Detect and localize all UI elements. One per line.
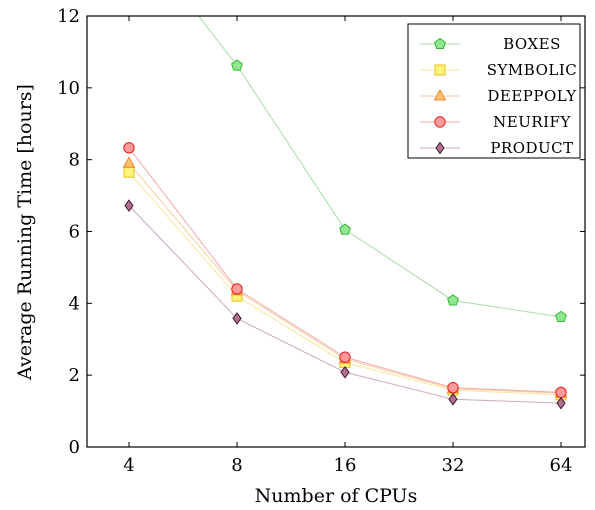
data-point-symbolic [123,166,135,178]
data-point-product [556,396,566,410]
data-point-boxes [555,310,567,323]
y-tick-label: 4 [69,293,80,314]
y-tick-label: 0 [69,437,80,458]
y-tick-label: 8 [69,150,80,171]
data-point-boxes [231,59,243,71]
legend-marker-product [435,141,445,155]
legend-marker-symbolic [434,64,446,76]
data-point-neurify [555,386,567,399]
data-point-neurify [339,351,351,363]
y-tick-label: 2 [69,365,80,386]
data-point-product [448,392,458,406]
data-point-boxes [447,294,459,306]
y-axis-label: Average Running Time [hours] [14,84,36,381]
legend-label-deeppoly: DEEPPOLY [487,87,577,105]
y-tick-label: 10 [57,78,80,99]
legend-marker-neurify [434,116,446,128]
x-tick-label: 32 [442,455,465,476]
data-point-product [340,365,350,379]
data-point-deeppoly [122,156,136,168]
legend-label-symbolic: SYMBOLIC [487,61,578,79]
legend-marker-boxes [434,37,446,50]
data-point-neurify [231,283,243,295]
axis-ticks: 0 2 4 6 8 10 12 4 8 16 32 64 [57,6,585,476]
x-axis-label: Number of CPUs [255,485,418,507]
legend-marker-deeppoly [433,88,447,101]
legend-label-product: PRODUCT [490,139,573,157]
legend: BOXES SYMBOLIC DEEPPOLY NEURIFY PRODUCT [407,23,581,159]
data-point-product [232,312,242,325]
series-markers [122,59,568,410]
data-point-product [124,199,134,212]
x-tick-label: 8 [231,455,242,476]
data-point-neurify [447,382,459,394]
data-point-boxes [339,223,351,235]
data-point-neurify [123,142,135,154]
legend-label-neurify: NEURIFY [493,113,571,131]
x-tick-label: 16 [334,455,357,476]
x-tick-label: 64 [550,455,573,476]
legend-label-boxes: BOXES [503,35,561,53]
x-tick-label: 4 [123,455,134,476]
y-tick-label: 12 [57,6,80,27]
y-tick-label: 6 [69,222,80,243]
